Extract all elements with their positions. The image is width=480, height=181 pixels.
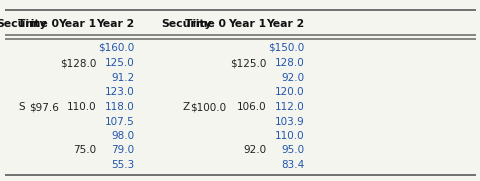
Text: 120.0: 120.0 xyxy=(274,87,303,97)
Text: $128.0: $128.0 xyxy=(60,58,96,68)
Text: Year 1: Year 1 xyxy=(59,19,96,29)
Text: 98.0: 98.0 xyxy=(111,131,134,141)
Text: 83.4: 83.4 xyxy=(280,160,303,170)
Text: 128.0: 128.0 xyxy=(274,58,303,68)
Text: $160.0: $160.0 xyxy=(98,42,134,52)
Text: Security: Security xyxy=(161,19,211,29)
Text: Year 2: Year 2 xyxy=(265,19,303,29)
Text: Year 2: Year 2 xyxy=(96,19,134,29)
Text: Security: Security xyxy=(0,19,47,29)
Text: 92.0: 92.0 xyxy=(280,73,303,83)
Text: 106.0: 106.0 xyxy=(236,102,266,112)
Text: S: S xyxy=(18,102,24,112)
Text: Year 1: Year 1 xyxy=(228,19,266,29)
Text: $150.0: $150.0 xyxy=(267,42,303,52)
Text: 75.0: 75.0 xyxy=(73,145,96,155)
Text: Time 0: Time 0 xyxy=(185,19,226,29)
Text: $125.0: $125.0 xyxy=(229,58,266,68)
Text: 79.0: 79.0 xyxy=(111,145,134,155)
Text: 123.0: 123.0 xyxy=(105,87,134,97)
Text: 125.0: 125.0 xyxy=(105,58,134,68)
Text: Time 0: Time 0 xyxy=(18,19,59,29)
Text: 103.9: 103.9 xyxy=(274,117,303,127)
Text: 110.0: 110.0 xyxy=(274,131,303,141)
Text: $100.0: $100.0 xyxy=(190,102,226,112)
Text: 91.2: 91.2 xyxy=(111,73,134,83)
Text: 110.0: 110.0 xyxy=(67,102,96,112)
Text: 107.5: 107.5 xyxy=(105,117,134,127)
Text: $97.6: $97.6 xyxy=(29,102,59,112)
Text: 92.0: 92.0 xyxy=(243,145,266,155)
Text: Z: Z xyxy=(182,102,190,112)
Text: 55.3: 55.3 xyxy=(111,160,134,170)
Text: 118.0: 118.0 xyxy=(105,102,134,112)
Text: 95.0: 95.0 xyxy=(280,145,303,155)
Text: 112.0: 112.0 xyxy=(274,102,303,112)
